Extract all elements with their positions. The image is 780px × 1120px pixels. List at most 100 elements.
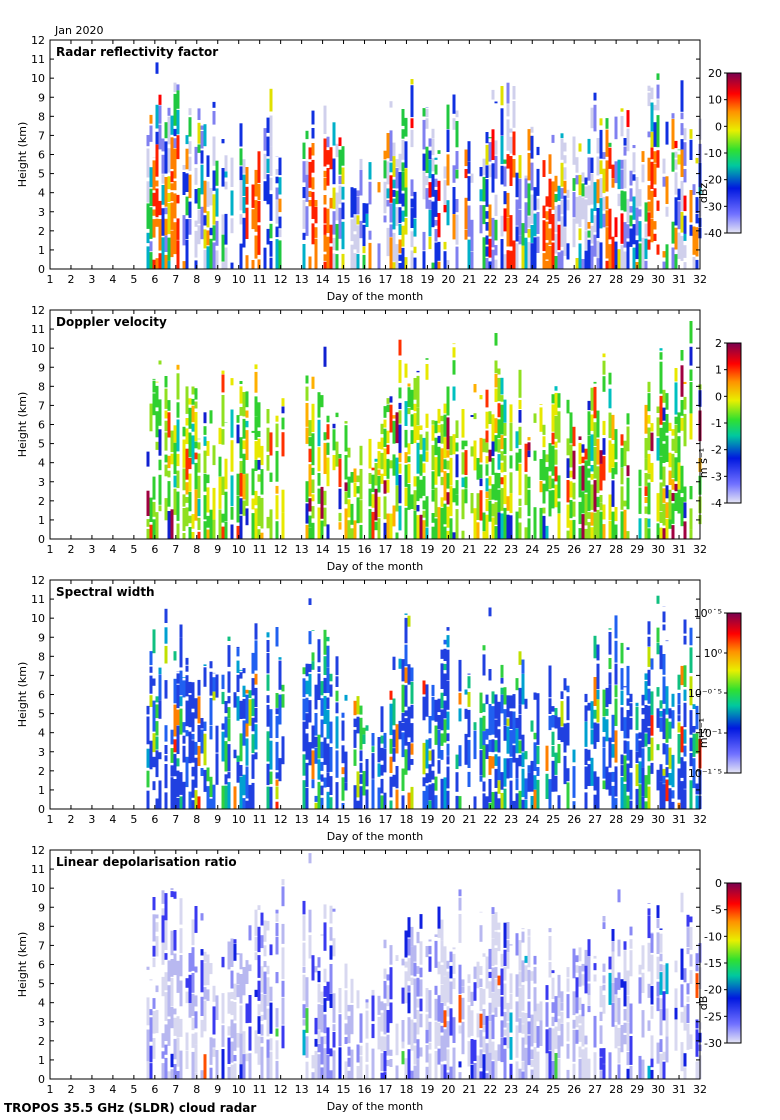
heatmap-cell <box>458 745 462 767</box>
heatmap-cell <box>590 414 594 431</box>
heatmap-cell <box>425 773 429 784</box>
heatmap-cell <box>227 645 231 667</box>
heatmap-cell <box>551 134 555 143</box>
heatmap-cell <box>629 1066 633 1079</box>
heatmap-cell <box>671 221 675 244</box>
heatmap-cell <box>554 752 558 775</box>
heatmap-cell <box>608 737 612 768</box>
heatmap-cell <box>308 464 312 497</box>
heatmap-cell <box>305 427 309 444</box>
heatmap-cell <box>212 691 216 701</box>
heatmap-cell <box>176 135 180 160</box>
heatmap-cell <box>266 409 270 424</box>
heatmap-cell <box>617 193 621 207</box>
heatmap-cell <box>401 659 405 682</box>
heatmap-cell <box>647 647 651 667</box>
heatmap-cell <box>506 718 510 726</box>
heatmap-cell <box>593 1052 597 1079</box>
heatmap-cell <box>326 667 330 693</box>
heatmap-cell <box>497 377 501 402</box>
heatmap-cell <box>479 490 483 521</box>
heatmap-cell <box>683 245 687 258</box>
heatmap-cell <box>446 1006 450 1017</box>
heatmap-cell <box>479 978 483 987</box>
heatmap-cell <box>230 938 234 967</box>
x-tick-label: 13 <box>295 1083 309 1096</box>
heatmap-cell <box>281 997 285 1025</box>
heatmap-cell <box>401 171 405 191</box>
heatmap-cell <box>347 499 351 518</box>
heatmap-cell <box>581 183 585 197</box>
heatmap-cell <box>314 200 318 207</box>
heatmap-cell <box>668 470 672 485</box>
heatmap-cell <box>524 178 528 199</box>
heatmap-cell <box>593 480 597 512</box>
heatmap-cell <box>695 953 699 972</box>
heatmap-cell <box>659 972 663 995</box>
heatmap-cell <box>644 801 648 809</box>
heatmap-cell <box>503 455 507 472</box>
heatmap-cell <box>602 152 606 160</box>
heatmap-cell <box>158 399 162 426</box>
heatmap-cell <box>209 188 213 206</box>
heatmap-cell <box>221 731 225 762</box>
heatmap-cell <box>194 412 198 442</box>
heatmap-cell <box>362 203 366 223</box>
heatmap-cell <box>401 1020 405 1042</box>
heatmap-cell <box>314 238 318 269</box>
heatmap-cell <box>599 1025 603 1044</box>
heatmap-cell <box>560 188 564 199</box>
heatmap-cell <box>593 955 597 959</box>
heatmap-cell <box>614 977 618 995</box>
heatmap-cell <box>335 690 339 702</box>
heatmap-cell <box>491 1014 495 1040</box>
heatmap-cell <box>311 630 315 631</box>
heatmap-cell <box>548 443 552 472</box>
heatmap-cell <box>647 393 651 412</box>
heatmap-cell <box>488 411 492 424</box>
heatmap-cell <box>623 755 627 782</box>
heatmap-cell <box>194 757 198 788</box>
heatmap-cell <box>683 1053 687 1067</box>
heatmap-cell <box>632 145 636 149</box>
heatmap-cell <box>263 920 267 942</box>
heatmap-cell <box>377 441 381 449</box>
heatmap-cell <box>596 138 600 154</box>
heatmap-cell <box>695 1019 699 1029</box>
heatmap-cell <box>254 416 258 440</box>
heatmap-cell <box>626 426 630 452</box>
heatmap-cell <box>590 465 594 472</box>
heatmap-cell <box>212 985 216 1002</box>
heatmap-cell <box>689 647 693 673</box>
heatmap-cell <box>446 506 450 528</box>
heatmap-cell <box>518 369 522 398</box>
heatmap-cell <box>347 1070 351 1079</box>
heatmap-cell <box>179 796 183 809</box>
x-tick-label: 21 <box>462 543 476 556</box>
heatmap-cell <box>416 370 420 373</box>
heatmap-cell <box>431 174 435 197</box>
heatmap-cell <box>278 216 282 229</box>
heatmap-cell <box>350 187 354 218</box>
heatmap-cell <box>257 1016 261 1034</box>
heatmap-cell <box>668 721 672 739</box>
heatmap-cell <box>680 235 684 261</box>
heatmap-cell <box>209 698 213 726</box>
heatmap-cell <box>515 728 519 754</box>
heatmap-cell <box>584 792 588 809</box>
heatmap-cell <box>173 704 177 737</box>
heatmap-cell <box>155 441 159 450</box>
heatmap-cell <box>386 188 390 199</box>
heatmap-cell <box>260 532 264 539</box>
heatmap-cell <box>416 375 420 408</box>
heatmap-cell <box>419 425 423 430</box>
heatmap-cell <box>656 687 660 697</box>
heatmap-cell <box>188 156 192 171</box>
y-tick-label: 3 <box>38 476 45 489</box>
heatmap-cell <box>386 985 390 1007</box>
heatmap-cell <box>452 1047 456 1079</box>
heatmap-cell <box>239 214 243 225</box>
heatmap-cell <box>266 1058 270 1079</box>
heatmap-cell <box>368 488 372 507</box>
heatmap-cell <box>677 462 681 480</box>
